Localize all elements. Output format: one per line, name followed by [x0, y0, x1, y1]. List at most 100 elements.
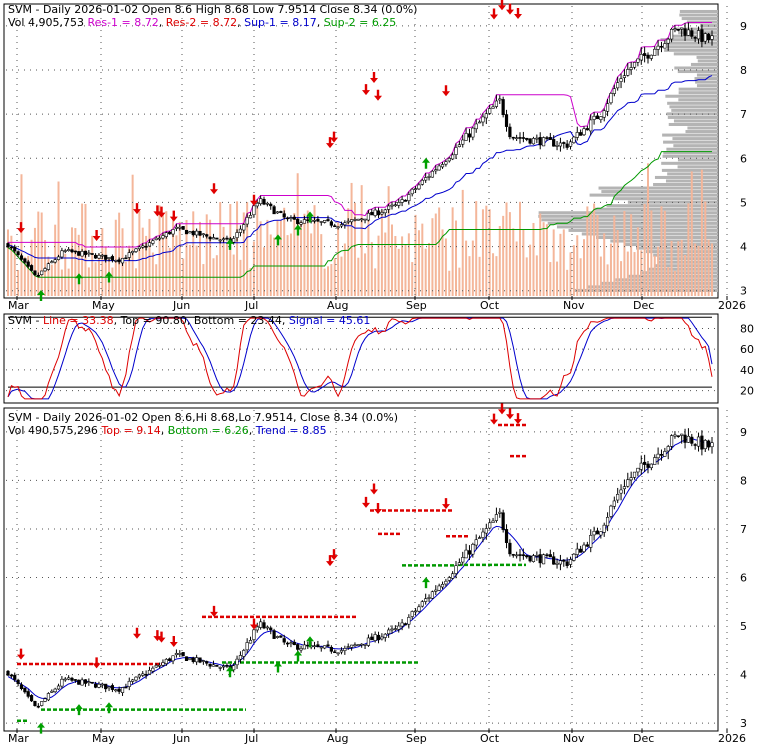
volume-bar: [158, 205, 161, 296]
volume-bar: [205, 214, 208, 296]
p1-part: Sup-1 = 8.17: [244, 16, 317, 29]
candle-body: [420, 601, 424, 607]
sell-arrow: [514, 413, 522, 425]
volume-bar: [455, 220, 457, 296]
volume-bar: [677, 241, 680, 296]
x-tick-label: Dec: [633, 732, 654, 745]
candle-body: [518, 554, 522, 556]
candle-body: [70, 677, 74, 681]
candle-body: [302, 219, 307, 224]
y-tick-label: 20: [740, 385, 754, 398]
candle-body: [663, 43, 667, 49]
candle-body: [19, 255, 24, 260]
volume-bar: [266, 219, 269, 296]
candle-body: [90, 681, 94, 684]
volume-profile-bar: [654, 175, 718, 179]
candle-body: [195, 230, 199, 236]
volume-bar: [583, 239, 585, 296]
candle-body: [63, 250, 67, 252]
volume-bar: [192, 211, 195, 296]
candle-body: [659, 453, 664, 456]
candle-body: [356, 644, 360, 646]
volume-bar: [451, 207, 454, 296]
candle-body: [289, 642, 293, 645]
volume-bar: [626, 251, 629, 296]
volume-bar: [673, 270, 676, 296]
volume-profile-bar: [628, 274, 718, 278]
candle-body: [656, 453, 660, 459]
trend-header-line2: Vol 490,575,296 Top = 9.14, Bottom = 6.2…: [8, 424, 327, 437]
candle-body: [168, 658, 172, 661]
x-tick-label: Aug: [327, 299, 348, 312]
candle-body: [296, 644, 300, 650]
candle-body: [306, 644, 310, 647]
volume-bar: [242, 212, 245, 296]
x-tick-label: May: [92, 732, 115, 745]
sell-arrow: [250, 618, 258, 630]
candle-body: [195, 657, 199, 663]
volume-bar: [616, 230, 619, 296]
candle-body: [437, 165, 441, 171]
candle-body: [430, 170, 435, 178]
candle-body: [680, 27, 684, 30]
y-tick-label: 80: [740, 322, 754, 335]
candle-body: [501, 512, 505, 530]
volume-profile-bar: [673, 52, 718, 56]
volume-profile-bar: [538, 214, 718, 218]
volume-profile-bar: [673, 119, 718, 123]
volume-bar: [694, 243, 697, 296]
p1-part: Res-2 = 8.72: [166, 16, 237, 29]
candle-body: [474, 123, 478, 130]
volume-bar: [505, 202, 508, 296]
candle-body: [19, 684, 24, 689]
price-header-line1: SVM - Daily 2026-01-02 Open 8.6 High 8.6…: [8, 3, 417, 16]
volume-profile-bar: [664, 48, 718, 52]
candle-body: [528, 555, 532, 562]
volume-bar: [377, 235, 380, 296]
candle-body: [434, 169, 438, 172]
candle-body: [410, 188, 414, 195]
p2-part: , Top = 90.80, Bottom = 23.44,: [114, 314, 289, 327]
candle-body: [626, 479, 630, 487]
p2-part: Line = 33.38: [43, 314, 114, 327]
volume-bar: [33, 227, 36, 296]
volume-bar: [40, 212, 43, 296]
candle-body: [285, 642, 290, 645]
candle-body: [104, 683, 108, 690]
candle-body: [198, 230, 202, 236]
volume-bar: [353, 202, 356, 296]
candle-body: [575, 132, 579, 138]
candle-body: [259, 198, 263, 205]
candle-body: [494, 100, 499, 107]
candle-body: [319, 221, 323, 223]
p2-part: SVM -: [8, 314, 43, 327]
y-tick-label: 7: [740, 523, 747, 536]
volume-bar: [593, 203, 596, 296]
volume-bar: [495, 256, 498, 296]
volume-bar: [256, 207, 259, 296]
candle-body: [602, 110, 606, 118]
volume-bar: [374, 268, 377, 296]
candle-body: [29, 265, 34, 271]
candle-body: [16, 251, 20, 256]
volume-bar: [525, 257, 528, 296]
volume-bar: [74, 228, 77, 296]
candle-body: [50, 690, 54, 693]
volume-bar: [118, 212, 121, 296]
volume-profile-bar: [606, 204, 718, 208]
candle-body: [363, 644, 367, 646]
sell-arrow: [169, 636, 178, 648]
volume-profile-bar: [541, 218, 718, 222]
y-tick-label: 5: [740, 196, 747, 209]
candle-body: [562, 559, 566, 562]
trend-curve: [7, 437, 713, 700]
volume-profile-bar: [678, 98, 718, 102]
candle-body: [9, 246, 13, 249]
volume-bar: [67, 268, 70, 296]
price-y-axis: 3 4 5 6 7 8 9: [740, 20, 747, 298]
x-tick-label: May: [92, 299, 115, 312]
candle-body: [643, 461, 647, 465]
y-tick-label: 9: [740, 426, 747, 439]
x-tick-label: Jun: [172, 299, 190, 312]
candle-body: [97, 255, 101, 259]
